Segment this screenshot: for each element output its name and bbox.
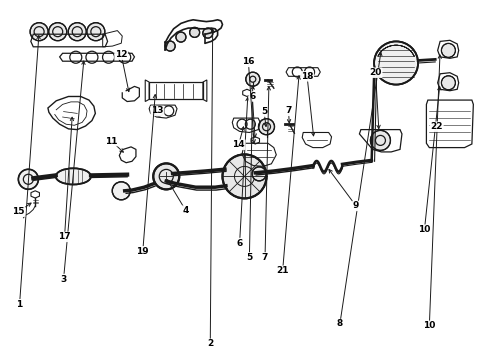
Text: 6: 6 <box>236 239 242 248</box>
Circle shape <box>19 169 38 189</box>
Ellipse shape <box>373 41 417 85</box>
Circle shape <box>153 163 179 189</box>
Circle shape <box>258 119 274 135</box>
Text: 3: 3 <box>61 274 66 284</box>
Text: 9: 9 <box>352 201 359 210</box>
Text: 22: 22 <box>429 122 442 131</box>
Text: 16: 16 <box>242 57 254 66</box>
Text: 17: 17 <box>58 233 71 242</box>
Text: 4: 4 <box>182 206 189 215</box>
Text: 10: 10 <box>417 225 430 234</box>
Circle shape <box>245 72 259 86</box>
Text: 7: 7 <box>261 253 268 262</box>
Circle shape <box>49 23 66 41</box>
Circle shape <box>68 23 86 41</box>
Circle shape <box>441 44 454 57</box>
Circle shape <box>252 167 265 181</box>
Text: 8: 8 <box>336 320 342 328</box>
Text: 1: 1 <box>17 300 22 309</box>
Circle shape <box>441 76 454 90</box>
Text: 20: 20 <box>368 68 381 77</box>
Text: 7: 7 <box>285 107 291 115</box>
Circle shape <box>189 27 199 37</box>
Text: 5: 5 <box>261 107 266 116</box>
Text: 14: 14 <box>232 140 244 149</box>
Text: 12: 12 <box>115 50 127 59</box>
Text: 10: 10 <box>422 321 435 330</box>
Text: 18: 18 <box>300 72 313 81</box>
Circle shape <box>165 41 175 51</box>
Circle shape <box>222 154 266 198</box>
Text: 2: 2 <box>207 339 213 348</box>
Circle shape <box>176 32 185 42</box>
Circle shape <box>112 182 130 200</box>
Circle shape <box>203 28 212 38</box>
Circle shape <box>30 23 48 41</box>
Text: 5: 5 <box>246 253 252 262</box>
Text: 19: 19 <box>136 247 149 256</box>
Text: 11: 11 <box>105 136 118 145</box>
Text: 15: 15 <box>12 207 25 216</box>
Ellipse shape <box>56 168 91 184</box>
Text: 13: 13 <box>151 107 163 115</box>
Circle shape <box>87 23 104 41</box>
Circle shape <box>370 130 389 150</box>
Text: 6: 6 <box>249 92 255 101</box>
Text: 21: 21 <box>276 266 288 275</box>
